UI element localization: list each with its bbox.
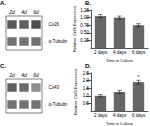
svg-text:6 days: 6 days (132, 113, 146, 118)
svg-text:4 days: 4 days (113, 113, 127, 118)
svg-text:4 days: 4 days (113, 50, 127, 55)
svg-text:1.25: 1.25 (80, 8, 89, 13)
svg-text:0.25: 0.25 (80, 38, 89, 43)
svg-text:1.5: 1.5 (83, 86, 90, 91)
svg-text:2d: 2d (8, 72, 15, 78)
svg-text:1.0: 1.0 (83, 93, 90, 98)
svg-text:4d: 4d (21, 72, 27, 78)
svg-text:C.: C. (0, 63, 6, 69)
svg-text:←α-Tubulin: ←α-Tubulin (44, 102, 68, 107)
svg-text:A.: A. (0, 0, 6, 6)
svg-text:2.5: 2.5 (83, 71, 90, 76)
svg-text:2 days: 2 days (94, 50, 108, 55)
svg-text:0.75: 0.75 (80, 23, 89, 28)
svg-text:B.: B. (85, 0, 91, 6)
svg-text:Relative Cx26 Expression: Relative Cx26 Expression (72, 6, 77, 52)
svg-text:2.0: 2.0 (83, 78, 90, 83)
svg-text:1.00: 1.00 (80, 15, 89, 20)
svg-text:6d: 6d (33, 72, 39, 78)
svg-text:←Cx43: ←Cx43 (44, 85, 60, 90)
svg-text:0.5: 0.5 (83, 101, 90, 106)
svg-text:Time in Culture: Time in Culture (106, 121, 134, 126)
svg-text:*: * (137, 74, 140, 80)
svg-text:Relative Cx43 Expression: Relative Cx43 Expression (73, 69, 78, 115)
svg-text:Time in Culture: Time in Culture (106, 58, 134, 63)
svg-text:6d: 6d (33, 9, 39, 15)
svg-text:2 days: 2 days (94, 113, 108, 118)
svg-text:0.50: 0.50 (80, 30, 89, 35)
svg-text:6 days: 6 days (132, 50, 146, 55)
svg-text:D.: D. (85, 63, 91, 69)
svg-text:←α-Tubulin: ←α-Tubulin (44, 39, 68, 44)
svg-text:4d: 4d (21, 9, 27, 15)
svg-text:←Cx26: ←Cx26 (44, 22, 60, 27)
svg-text:2d: 2d (8, 9, 15, 15)
